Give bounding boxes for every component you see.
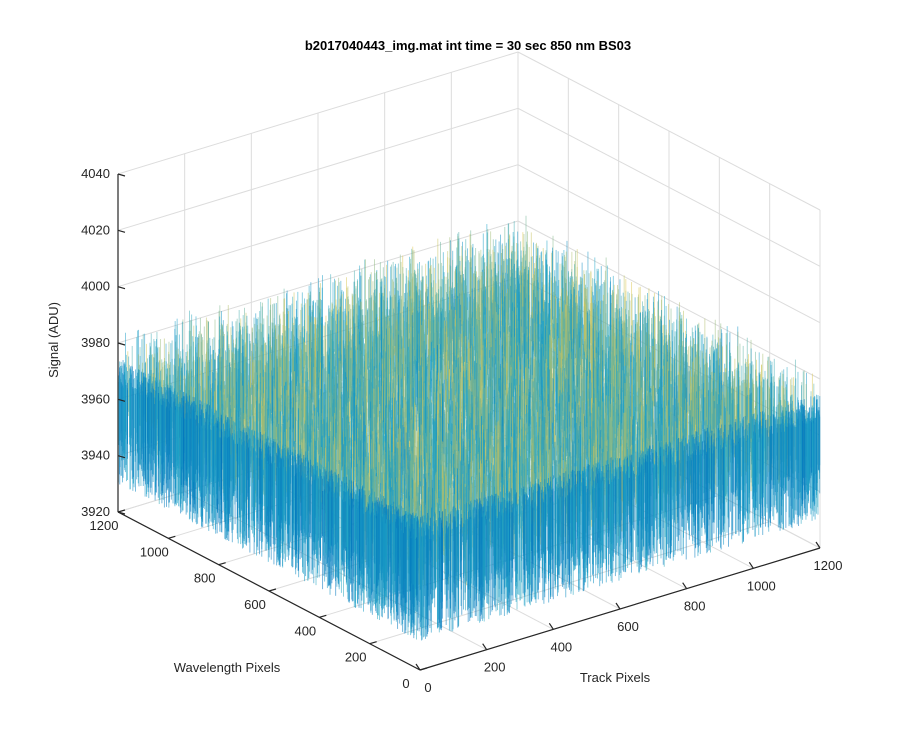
x-tick-label: 600 xyxy=(617,619,639,634)
y-tick-label: 1200 xyxy=(90,518,119,533)
chart-title: b2017040443_img.mat int time = 30 sec 85… xyxy=(305,38,631,53)
y-tick-label: 400 xyxy=(294,623,316,638)
label-layer: b2017040443_img.mat int time = 30 sec 85… xyxy=(46,38,651,685)
x-tick-mark xyxy=(415,663,421,671)
x-tick-label: 800 xyxy=(684,599,706,614)
x-axis-label: Track Pixels xyxy=(580,670,651,685)
x-tick-mark xyxy=(548,623,554,630)
z-axis-label: Signal (ADU) xyxy=(46,302,61,378)
y-tick-label: 800 xyxy=(194,571,216,586)
y-tick-mark xyxy=(319,614,327,618)
side-wall-grid-line-z xyxy=(517,164,821,324)
y-tick-mark xyxy=(117,509,126,513)
y-tick-label: 200 xyxy=(345,650,367,665)
y-tick-mark xyxy=(419,667,428,671)
x-tick-mark xyxy=(815,541,821,549)
z-tick-label: 3940 xyxy=(81,448,110,463)
y-tick-label: 600 xyxy=(244,597,266,612)
z-tick-mark xyxy=(117,342,126,346)
y-tick-mark xyxy=(268,588,277,592)
x-tick-label: 200 xyxy=(484,660,506,675)
x-tick-mark xyxy=(682,582,688,589)
x-tick-label: 1000 xyxy=(747,578,776,593)
z-tick-mark xyxy=(117,229,126,233)
x-tick-mark xyxy=(615,602,621,610)
z-tick-mark xyxy=(117,286,126,290)
axis-layer: 0 200 400 600 800 1000 1200 0 200 400 600 800 1000 12… xyxy=(81,166,842,695)
x-tick-label: 400 xyxy=(550,639,572,654)
z-tick-label: 4000 xyxy=(81,279,110,294)
z-tick-mark xyxy=(117,398,126,402)
y-tick-mark xyxy=(218,562,226,566)
y-axis-label: Wavelength Pixels xyxy=(174,660,281,675)
x-tick-mark xyxy=(482,643,488,650)
y-tick-label: 0 xyxy=(402,676,409,691)
z-tick-label: 4020 xyxy=(81,222,110,237)
y-tick-label: 1000 xyxy=(140,544,169,559)
x-tick-mark xyxy=(748,562,754,569)
side-wall-grid-line-z xyxy=(517,220,821,380)
side-wall-grid-line-z xyxy=(517,107,821,267)
z-tick-mark xyxy=(117,511,126,515)
back-wall-grid-line-z xyxy=(117,164,519,288)
z-tick-label: 4040 xyxy=(81,166,110,181)
back-wall-grid-line-z xyxy=(117,220,519,344)
x-tick-label: 0 xyxy=(424,680,431,695)
z-tick-mark xyxy=(117,455,126,459)
side-wall-grid-line-z xyxy=(517,51,821,211)
z-tick-label: 3920 xyxy=(81,504,110,519)
x-tick-label: 1200 xyxy=(814,558,843,573)
y-tick-mark xyxy=(369,641,377,645)
back-wall-grid-line-z xyxy=(117,107,519,231)
z-tick-label: 3960 xyxy=(81,391,110,406)
z-tick-label: 3980 xyxy=(81,335,110,350)
surface-layer xyxy=(117,215,821,641)
y-tick-mark xyxy=(168,535,176,539)
z-tick-mark xyxy=(117,173,126,177)
back-wall-grid-line-z xyxy=(117,51,519,175)
